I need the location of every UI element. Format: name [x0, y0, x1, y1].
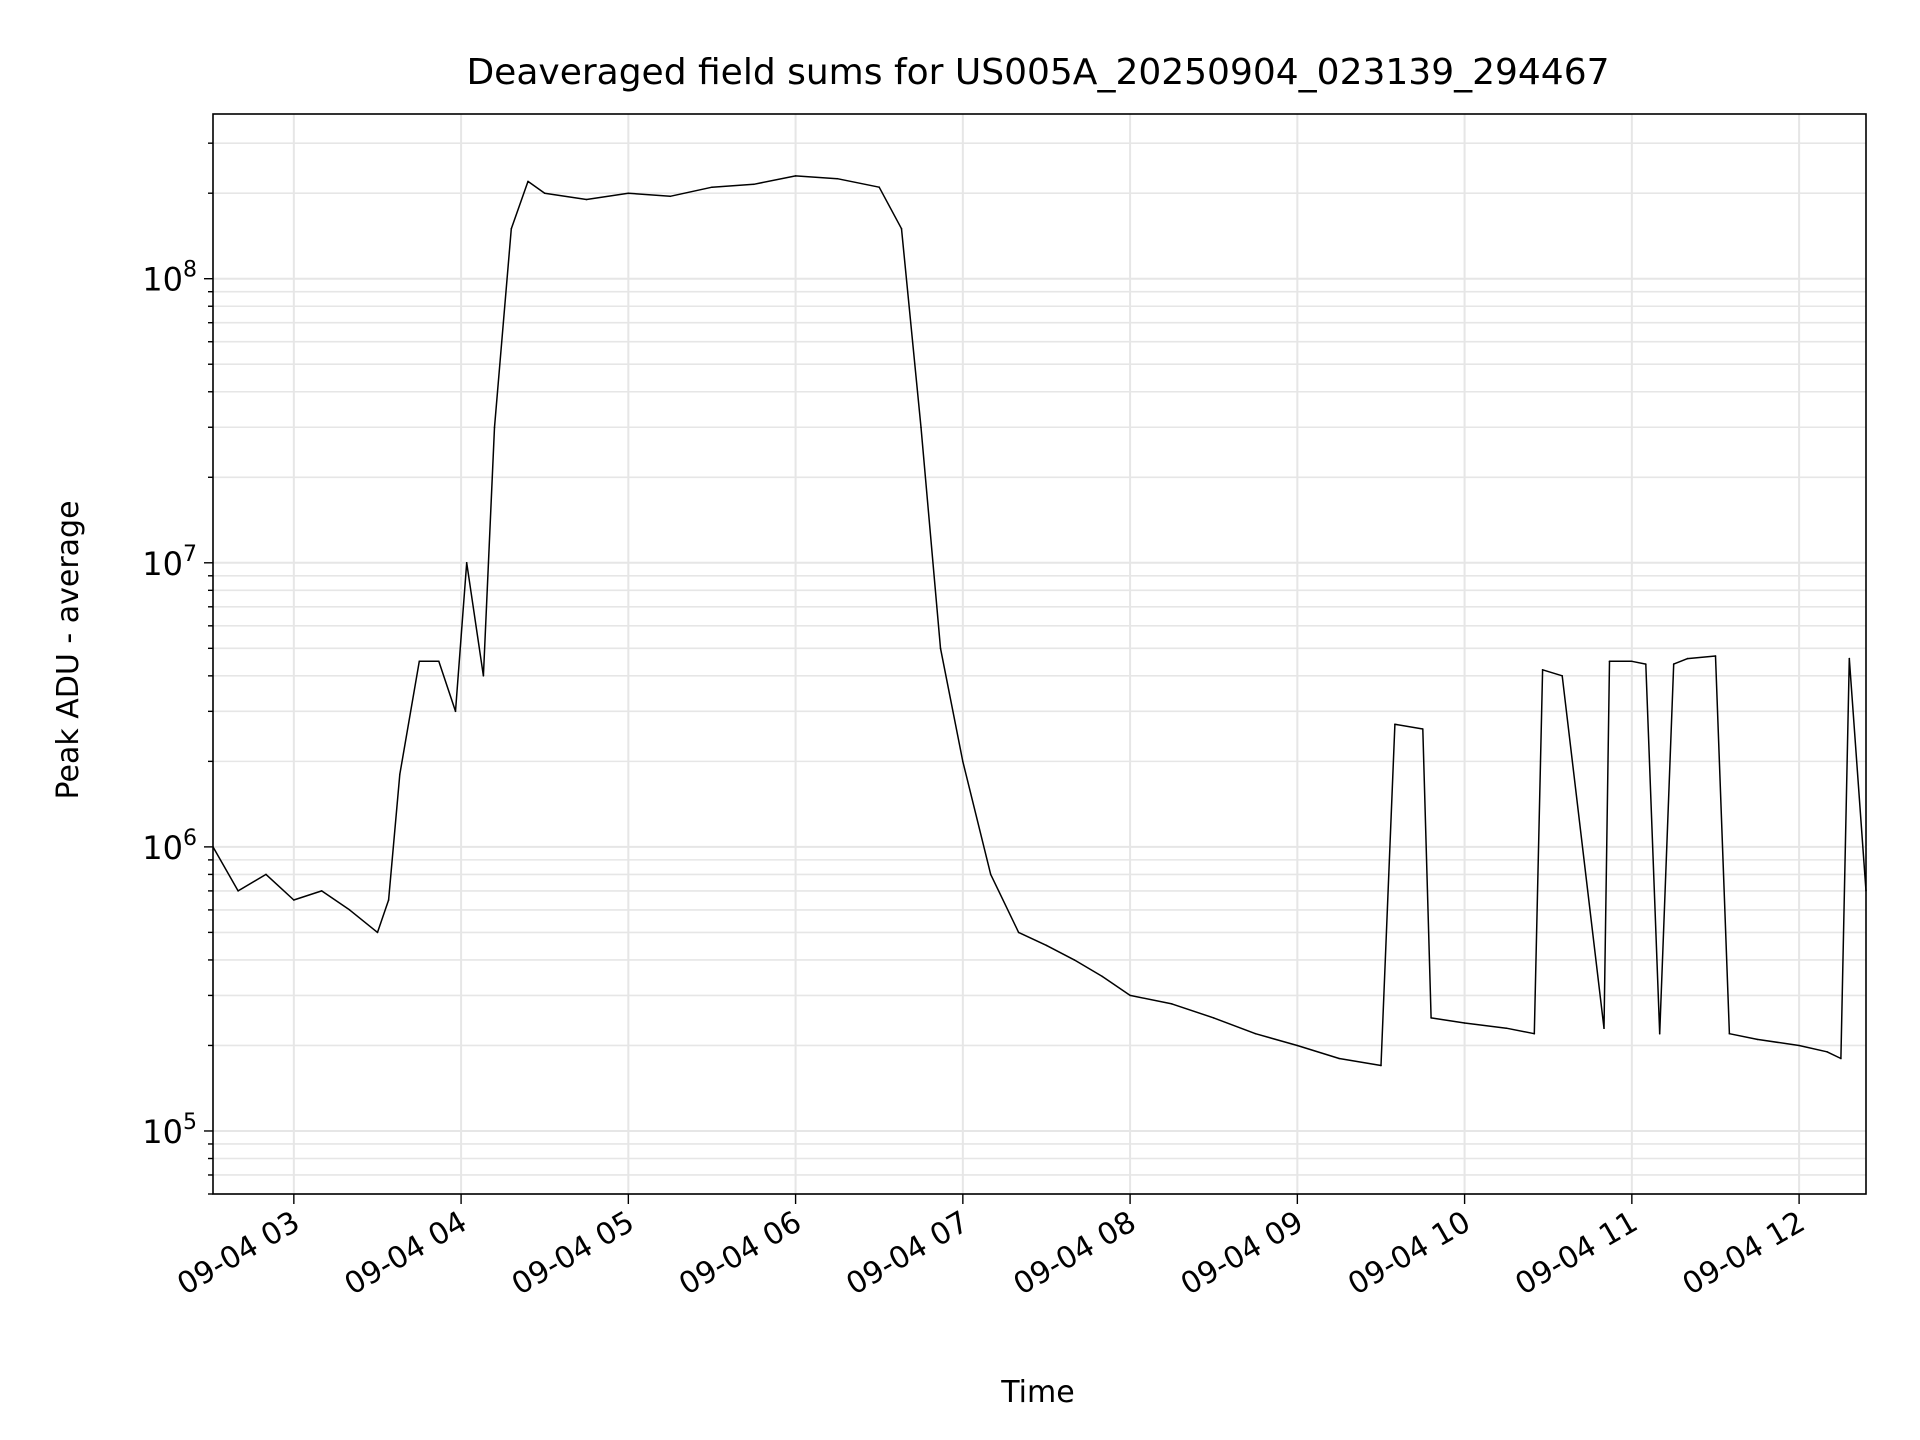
data-point — [1826, 1051, 1828, 1053]
data-point — [1672, 663, 1675, 665]
data-point — [1171, 1003, 1173, 1005]
y-tick-label: 107 — [142, 542, 197, 583]
y-tick-label: 106 — [142, 826, 197, 867]
data-layer — [212, 175, 1867, 1067]
data-point — [1380, 1064, 1382, 1067]
data-point — [1394, 723, 1396, 726]
data-point — [1422, 728, 1424, 730]
data-point — [711, 186, 713, 188]
data-point — [1756, 1038, 1759, 1041]
data-point — [510, 227, 513, 230]
data-point — [878, 186, 880, 188]
data-point — [1728, 1032, 1731, 1035]
data-point — [1101, 975, 1103, 978]
data-point — [237, 890, 239, 892]
data-point — [1631, 660, 1633, 663]
data-point — [920, 426, 922, 429]
x-axis-label: Time — [1000, 1375, 1074, 1410]
data-point — [465, 562, 468, 564]
data-point — [669, 195, 671, 198]
data-point — [387, 899, 390, 901]
data-point — [900, 227, 903, 230]
data-point — [293, 899, 295, 901]
data-point — [454, 710, 457, 713]
plot-frame — [212, 113, 1867, 1195]
y-tick-label: 105 — [142, 1110, 197, 1151]
data-point — [482, 675, 485, 677]
data-point — [1129, 994, 1131, 997]
data-point — [1533, 1032, 1536, 1035]
data-point — [265, 873, 267, 876]
data-point — [989, 873, 992, 876]
data-point — [585, 198, 588, 201]
data-point — [527, 180, 529, 183]
grid — [213, 114, 1866, 1195]
data-point — [627, 192, 630, 194]
data-point — [1541, 669, 1544, 671]
data-point — [1338, 1057, 1340, 1060]
data-point — [794, 175, 797, 177]
data-point — [1658, 1032, 1661, 1035]
data-point — [1296, 1044, 1299, 1047]
data-point — [348, 909, 351, 911]
data-point — [1603, 1027, 1605, 1029]
data-point — [1073, 959, 1076, 961]
data-point — [753, 183, 755, 186]
data-point — [543, 192, 546, 194]
y-axis-label: Peak ADU - average — [51, 500, 86, 799]
data-point — [320, 890, 323, 892]
y-tick-label: 108 — [142, 258, 197, 299]
data-point — [836, 177, 839, 180]
data-point — [1561, 675, 1563, 677]
data-point — [1017, 931, 1020, 934]
data-point — [1608, 660, 1611, 663]
data-point — [438, 660, 440, 663]
data-point — [1505, 1027, 1508, 1029]
data-point — [1045, 944, 1048, 947]
data-point — [939, 647, 942, 650]
data-point — [1645, 663, 1647, 665]
data-point — [493, 426, 496, 429]
data-point — [1686, 657, 1689, 660]
data-point — [399, 773, 401, 776]
data-point — [962, 760, 964, 763]
data-point — [1848, 657, 1851, 660]
data-point — [1254, 1032, 1257, 1035]
data-point — [418, 660, 421, 663]
data-point — [376, 931, 379, 934]
data-point — [1714, 655, 1717, 657]
data-point — [1212, 1017, 1215, 1019]
data-point — [1463, 1022, 1466, 1024]
data-point — [1798, 1044, 1800, 1047]
data-point — [1840, 1057, 1842, 1060]
chart-title: Deaveraged field sums for US005A_2025090… — [466, 52, 1609, 93]
data-point — [1430, 1017, 1432, 1019]
